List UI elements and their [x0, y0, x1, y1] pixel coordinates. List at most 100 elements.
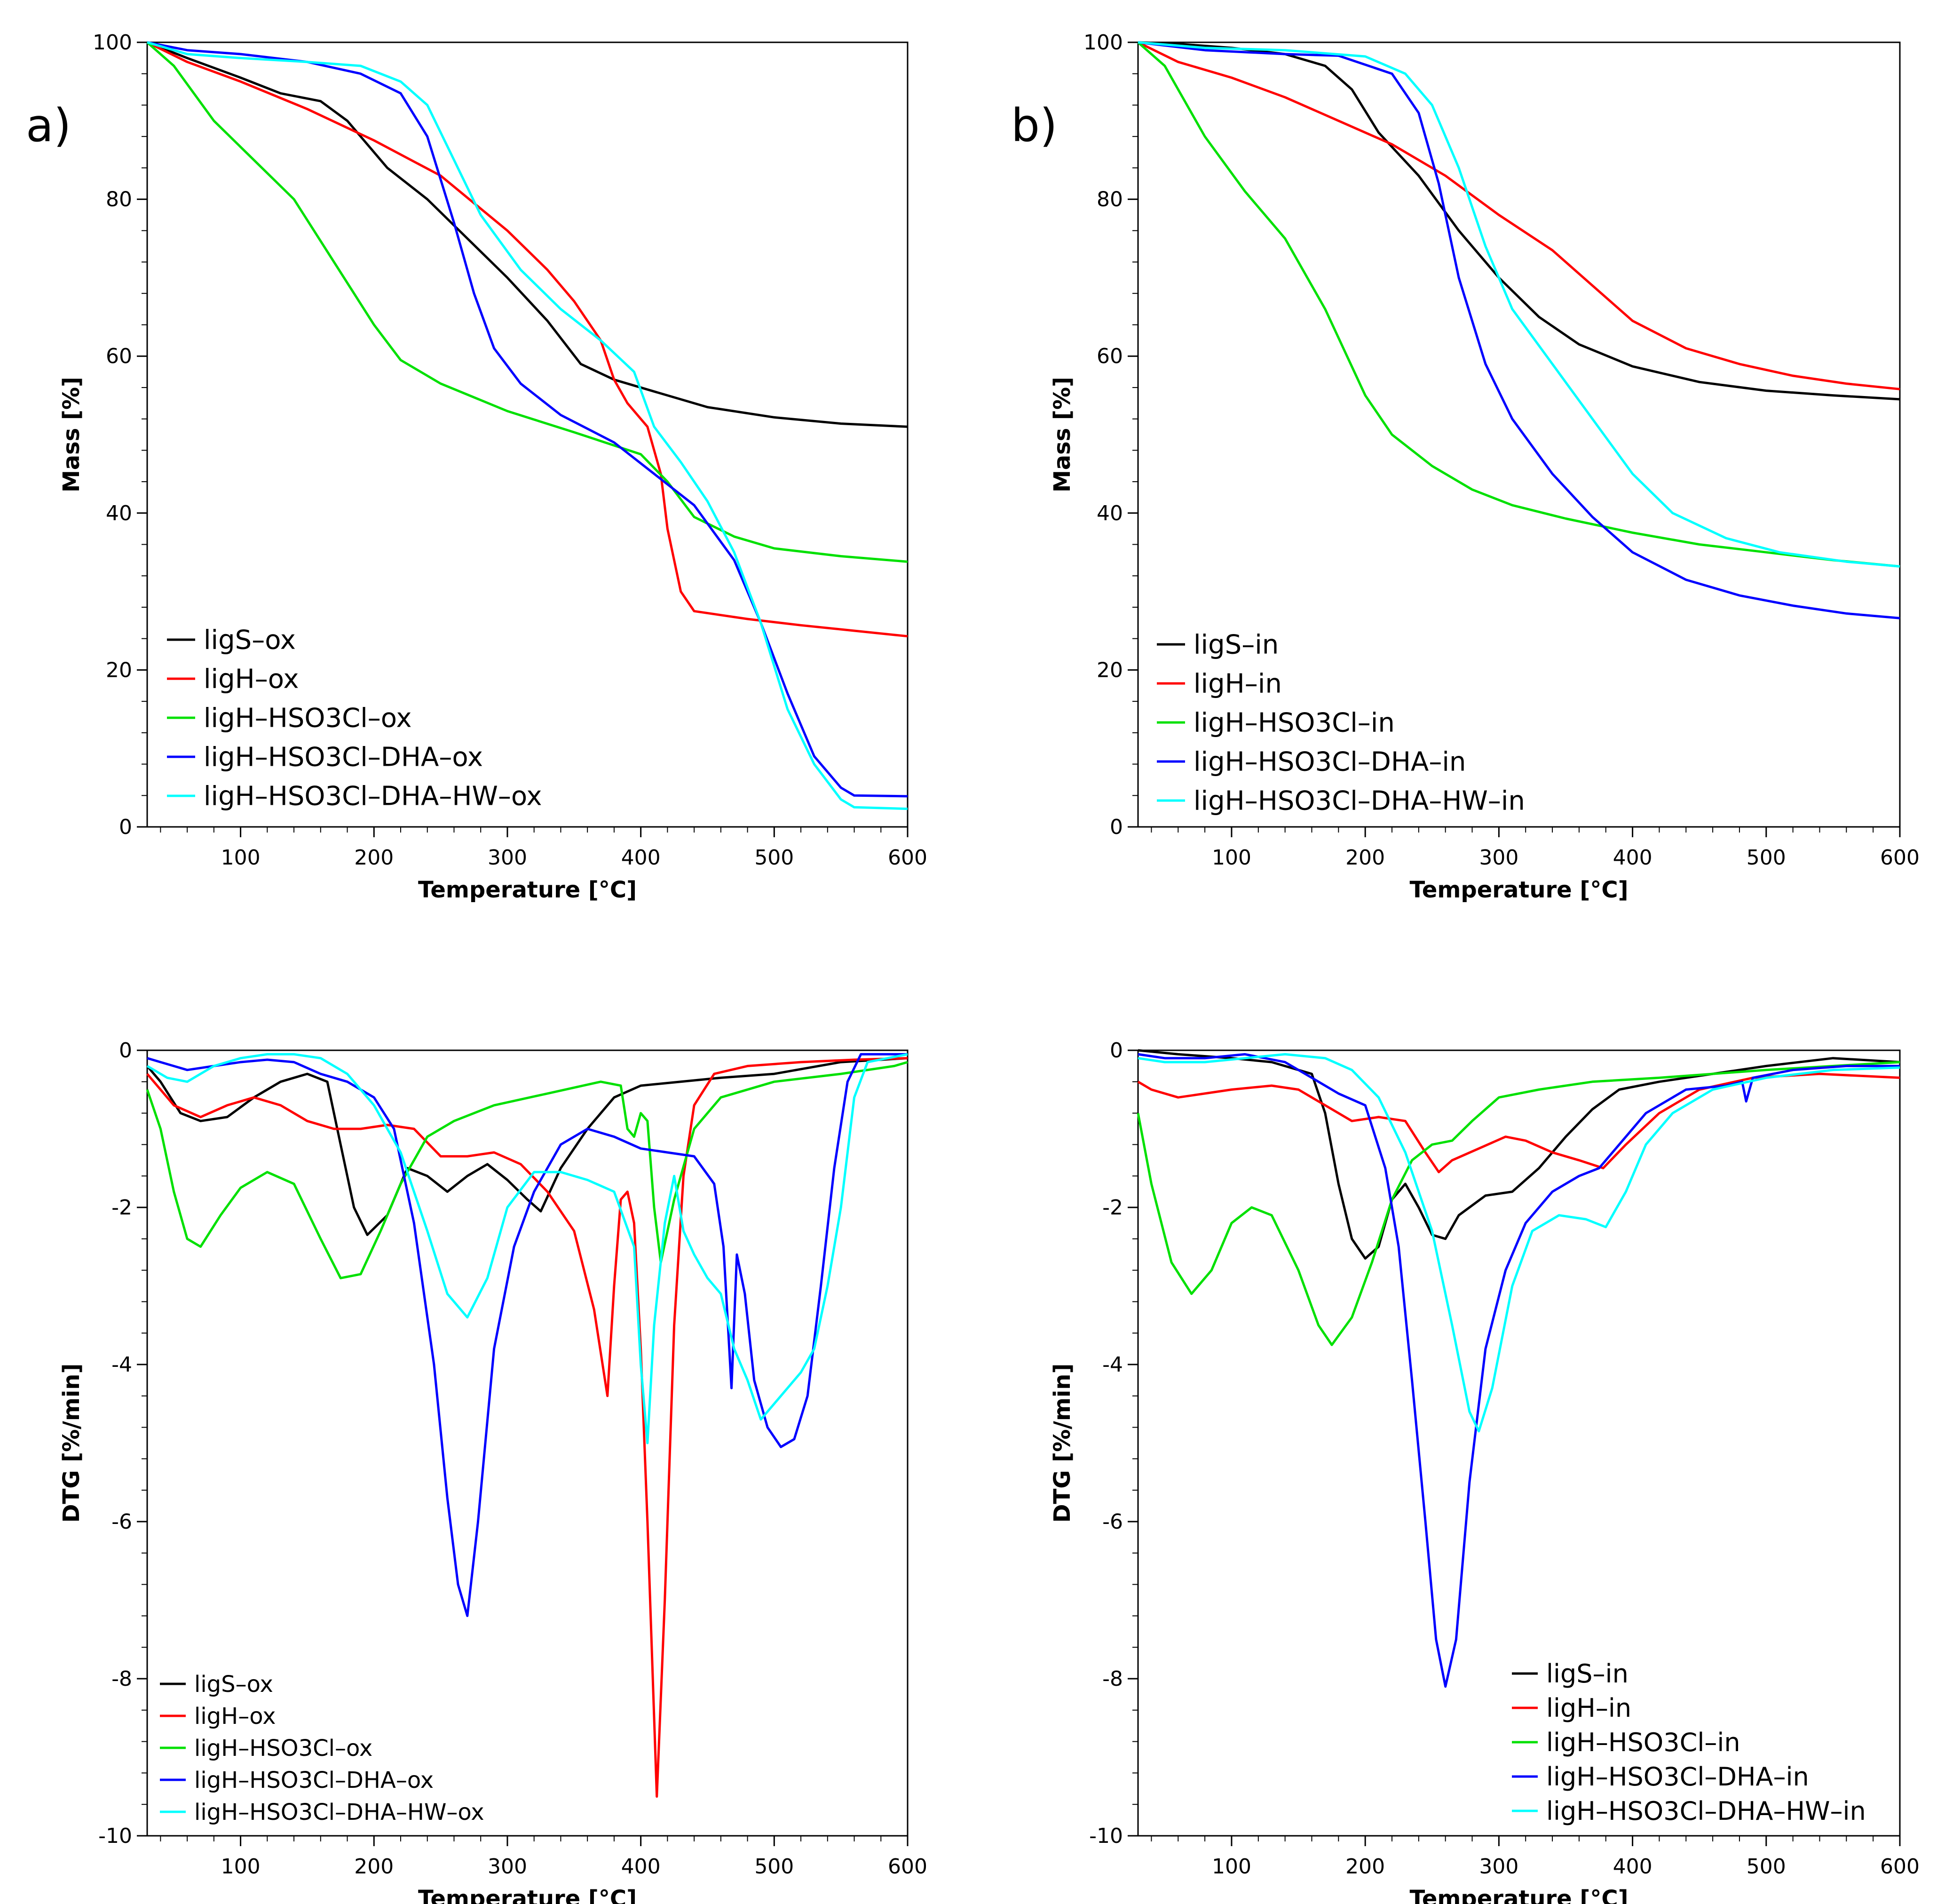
x-tick-label: 300 [1479, 1855, 1518, 1879]
series-line-3 [1137, 41, 1900, 568]
x-tick-label: 600 [888, 1855, 927, 1879]
series-line-5 [147, 41, 908, 810]
legend-label: ligH–HSO3Cl–DHA–HW–ox [194, 1799, 484, 1825]
x-axis-title: Temperature [°C] [1409, 877, 1628, 903]
y-tick-label: -10 [98, 1824, 132, 1848]
x-tick-label: 100 [221, 846, 261, 870]
series-line-3 [1137, 1061, 1900, 1346]
y-tick-label: 100 [1083, 31, 1123, 55]
legend-label: ligH–HSO3Cl–DHA–ox [204, 742, 483, 773]
chart-a-top: 100 200 300 400 500 600 0 20 40 60 80 100 Temperatur… [58, 31, 927, 903]
plot-frame [1137, 41, 1901, 828]
series-line-1 [1138, 41, 1900, 401]
y-axis: 0 20 40 60 80 100 [1083, 31, 1138, 839]
x-axis-title: Temperature [°C] [418, 877, 637, 903]
y-tick-label: 20 [1097, 658, 1123, 682]
x-tick-label: 600 [1880, 846, 1920, 870]
legend-label: ligH–ox [194, 1703, 276, 1729]
legend-label: ligH–HSO3Cl–DHA–HW–in [1194, 786, 1525, 817]
series-line-2 [146, 41, 908, 638]
y-axis: -10 -8 -6 -4 -2 0 [1089, 1039, 1138, 1848]
x-tick-label: 300 [1479, 846, 1518, 870]
y-tick-label: -6 [111, 1510, 132, 1534]
series-line-1 [147, 41, 908, 428]
series-line-2 [1137, 41, 1900, 390]
y-tick-label: 60 [1097, 344, 1123, 368]
y-tick-label: 40 [106, 501, 132, 525]
series-group [146, 41, 908, 810]
legend-label: ligH–HSO3Cl–DHA–HW–ox [204, 781, 542, 812]
y-tick-label: 100 [93, 31, 132, 55]
legend-label: ligH–in [1194, 669, 1282, 699]
y-axis: 0 20 40 60 80 100 [93, 31, 147, 839]
legend-label: ligH–HSO3Cl–ox [194, 1735, 372, 1761]
x-tick-label: 400 [621, 1855, 661, 1879]
series-line-1 [146, 1057, 908, 1236]
chart-b-bottom: 100 200 300 400 500 600 -10 -8 -6 -4 -2 0 Temperatur… [1049, 1039, 1920, 1904]
legend-label: ligH–HSO3Cl–DHA–HW–in [1546, 1796, 1866, 1826]
x-tick-label: 600 [888, 846, 927, 870]
y-tick-label: -2 [1102, 1196, 1123, 1220]
series-line-4 [1138, 1053, 1900, 1688]
legend-label: ligH–in [1546, 1693, 1631, 1723]
legend-label: ligH–HSO3Cl–ox [204, 703, 411, 734]
x-tick-label: 100 [221, 1855, 261, 1879]
series-line-1 [1138, 1049, 1900, 1260]
series-group [146, 1053, 908, 1798]
x-axis: 100 200 300 400 500 600 [1151, 1836, 1920, 1879]
y-tick-label: -10 [1089, 1824, 1123, 1848]
x-axis: 100 200 300 400 500 600 [160, 827, 927, 870]
x-tick-label: 200 [1345, 846, 1385, 870]
y-tick-label: -6 [1102, 1510, 1123, 1534]
x-tick-label: 300 [488, 846, 527, 870]
y-axis-title: Mass [%] [58, 377, 85, 492]
series-line-2 [1137, 1072, 1900, 1174]
x-tick-label: 500 [754, 1855, 794, 1879]
legend-label: ligH–HSO3Cl–DHA–in [1194, 747, 1466, 777]
y-axis-title: DTG [%/min] [1049, 1364, 1075, 1523]
legend-label: ligH–HSO3Cl–DHA–ox [194, 1767, 434, 1793]
y-tick-label: 0 [119, 1039, 132, 1063]
x-axis: 100 200 300 400 500 600 [160, 1836, 927, 1879]
legend: ligS–ox ligH–ox ligH–HSO3Cl–ox ligH–HSO3Cl–… [167, 625, 542, 812]
legend: ligS–in ligH–in ligH–HSO3Cl–in ligH–HSO3Cl–… [1512, 1659, 1866, 1826]
legend-label: ligS–ox [194, 1671, 273, 1698]
series-line-5 [146, 1053, 908, 1444]
x-tick-label: 500 [754, 846, 794, 870]
x-tick-label: 200 [354, 1855, 394, 1879]
x-tick-label: 200 [354, 846, 394, 870]
y-axis-title: DTG [%/min] [58, 1364, 85, 1523]
x-tick-label: 500 [1747, 846, 1786, 870]
plot-frame [146, 1049, 909, 1837]
x-tick-label: 400 [621, 846, 661, 870]
legend: ligS–ox ligH–ox ligH–HSO3Cl–ox ligH–HSO3Cl–… [160, 1671, 484, 1825]
legend-label: ligH–ox [204, 664, 299, 695]
panels: 100 200 300 400 500 600020406080100Temperatur… [58, 31, 1920, 1904]
x-axis: 100 200 300 400 500 600 [1151, 827, 1920, 870]
series-line-4 [147, 1053, 908, 1617]
x-tick-label: 500 [1747, 1855, 1786, 1879]
series-group [1137, 41, 1900, 619]
panel-label-a: a) [26, 99, 71, 152]
y-axis-title: Mass [%] [1049, 377, 1075, 492]
plot-frame [1137, 1049, 1901, 1837]
y-tick-label: -8 [111, 1667, 132, 1691]
series-line-3 [146, 1061, 908, 1279]
legend-label: ligH–HSO3Cl–in [1194, 708, 1395, 738]
panel-label-b: b) [1011, 99, 1057, 152]
x-tick-label: 100 [1212, 1855, 1251, 1879]
y-tick-label: -4 [111, 1353, 132, 1377]
y-tick-label: -8 [1102, 1667, 1123, 1691]
x-tick-label: 300 [488, 1855, 527, 1879]
y-tick-label: -2 [111, 1196, 132, 1220]
y-tick-label: 60 [106, 344, 132, 368]
series-line-4 [1138, 41, 1900, 619]
legend: ligS–in ligH–in ligH–HSO3Cl–in ligH–HSO3Cl–… [1157, 630, 1525, 817]
plot-frame [146, 41, 909, 828]
x-tick-label: 400 [1613, 1855, 1652, 1879]
series-line-3 [146, 41, 908, 563]
legend-label: ligS–in [1546, 1659, 1629, 1689]
series-line-5 [1138, 41, 1900, 568]
y-tick-label: 0 [119, 815, 132, 839]
